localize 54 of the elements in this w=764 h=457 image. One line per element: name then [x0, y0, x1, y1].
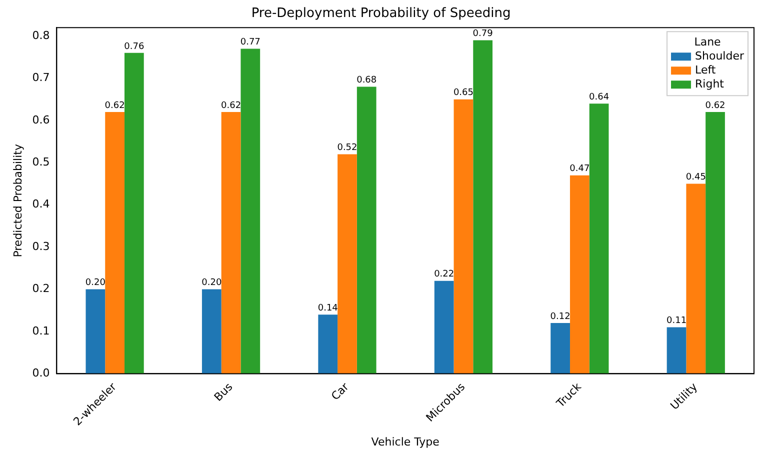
bar: [473, 40, 493, 374]
bar: [589, 104, 609, 374]
data-label: 0.64: [589, 92, 610, 102]
data-label: 0.14: [318, 303, 338, 314]
bar: [240, 48, 260, 374]
y-tick-label: 0.8: [32, 28, 50, 42]
bar: [570, 175, 590, 374]
bar: [686, 184, 706, 374]
x-tick-label: Bus: [212, 380, 236, 404]
data-label: 0.76: [124, 42, 144, 52]
legend-label: Shoulder: [695, 49, 744, 62]
data-label: 0.65: [453, 88, 474, 98]
legend-title: Lane: [694, 35, 722, 48]
y-axis-title: Predicted Probability: [11, 144, 24, 258]
bar: [105, 112, 124, 374]
chart-title: Pre-Deployment Probability of Speeding: [251, 6, 511, 22]
y-tick-label: 0.2: [32, 282, 50, 296]
bar: [202, 289, 222, 374]
bar: [434, 280, 454, 374]
y-tick-label: 0.1: [32, 324, 50, 338]
y-tick-label: 0.3: [32, 240, 50, 253]
data-label: 0.77: [240, 38, 260, 48]
bar: [318, 314, 338, 374]
y-tick-label: 0.7: [32, 71, 50, 84]
y-tick-label: 0.5: [32, 156, 50, 169]
bar: [454, 99, 474, 374]
data-label: 0.20: [202, 278, 222, 288]
y-tick-label: 0.4: [32, 198, 50, 211]
x-axis-title: Vehicle Type: [371, 435, 440, 448]
data-label: 0.12: [550, 312, 570, 322]
data-label: 0.22: [434, 270, 454, 280]
bar: [666, 327, 686, 374]
data-label: 0.11: [666, 316, 687, 326]
y-tick-label: 0.6: [32, 113, 50, 126]
data-label: 0.45: [686, 172, 706, 183]
bar: [550, 323, 570, 374]
data-label: 0.52: [337, 143, 358, 154]
bar: [338, 154, 357, 374]
bar: [356, 86, 376, 374]
data-label: 0.62: [705, 100, 726, 111]
data-label: 0.62: [220, 100, 242, 111]
y-tick-label: 0.0: [32, 366, 50, 380]
x-tick-label: Car: [328, 380, 352, 403]
legend-label: Left: [695, 63, 716, 76]
data-label: 0.62: [104, 100, 125, 111]
data-label: 0.47: [570, 164, 590, 174]
data-label: 0.79: [472, 29, 494, 40]
data-label: 0.68: [356, 76, 377, 86]
data-label: 0.20: [85, 278, 106, 288]
legend-label: Right: [695, 77, 725, 90]
bar: [124, 52, 144, 374]
bar: [706, 112, 725, 374]
bar: [221, 112, 241, 374]
bar: [86, 289, 106, 374]
